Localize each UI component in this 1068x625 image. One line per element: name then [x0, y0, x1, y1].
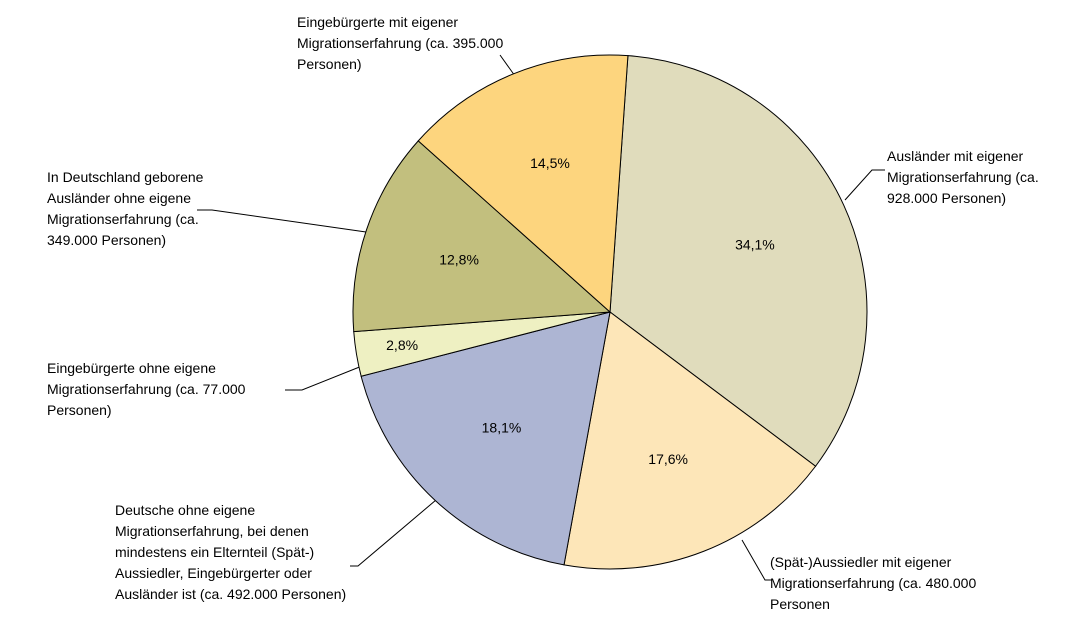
pie-slice [352, 140, 612, 333]
leader-line [285, 365, 363, 391]
pie-slice [360, 311, 611, 566]
category-label: Ausländer mit eigener Migrationserfahrun… [887, 148, 1039, 206]
value-label: 14,5% [530, 155, 570, 171]
leader-lines [197, 54, 885, 581]
category-label: Eingebürgerte ohne eigene Migrationserfa… [47, 360, 246, 418]
leader-line [350, 499, 437, 567]
value-label: 18,1% [482, 419, 522, 435]
value-label: 17,6% [648, 451, 688, 467]
pie-slice [609, 55, 868, 467]
leader-line [197, 209, 367, 233]
leader-line [741, 539, 772, 581]
category-label: (Spät-)Aussiedler mit eigener Migrations… [770, 554, 977, 612]
value-label: 34,1% [735, 236, 775, 252]
leader-line [844, 169, 885, 201]
leader-line [499, 54, 516, 77]
category-label: In Deutschland geborene Ausländer ohne e… [47, 169, 204, 248]
value-label: 2,8% [386, 337, 418, 353]
pie-slice [563, 311, 817, 570]
category-label: Deutsche ohne eigene Migrationserfahrung… [115, 502, 347, 602]
pie-slice [417, 54, 629, 314]
value-label: 12,8% [439, 252, 479, 268]
category-label: Eingebürgerte mit eigener Migrationserfa… [297, 14, 504, 72]
